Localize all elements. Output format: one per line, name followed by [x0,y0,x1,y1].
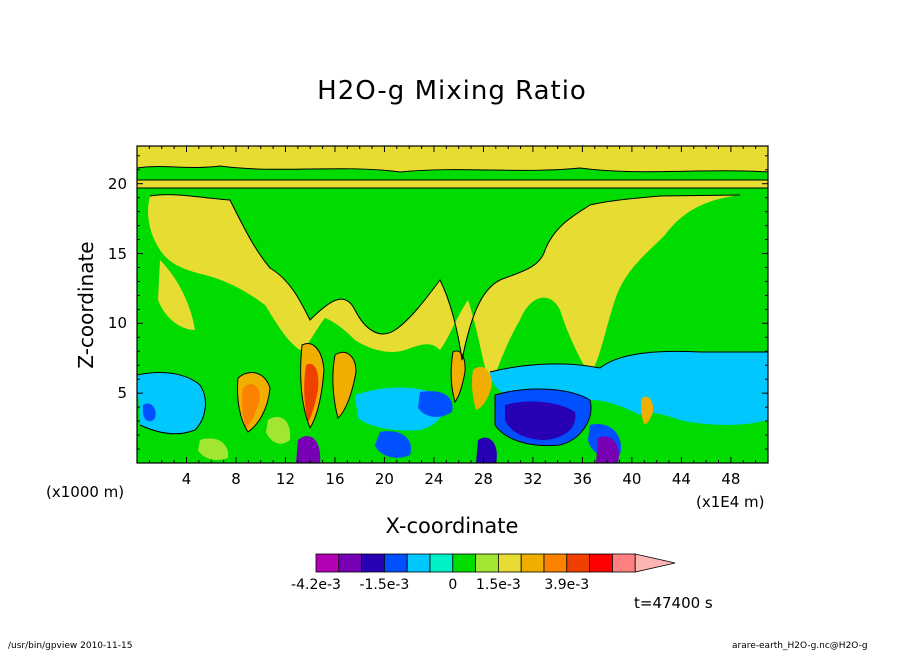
colorbar-extend-arrow [634,553,676,573]
contour-region-yellow-top [137,146,768,172]
x-unit-label: (x1000 m) [46,483,125,501]
y-tick-label: 5 [117,384,127,403]
colorbar-swatch [475,553,499,573]
colorbar-swatch [315,553,340,573]
colorbar-swatch [612,553,636,573]
colorbar-swatch [383,553,408,573]
x-axis-label: X-coordinate [385,514,519,538]
x-tick-label: 24 [424,470,444,488]
x-tick-label: 20 [374,470,394,488]
x-tick-marks [148,146,757,463]
contour-region-lime-a [198,438,229,461]
contour-field [137,146,768,463]
colorbar-swatch [566,553,590,573]
colorbar-tick-label: 1.5e-3 [475,577,521,593]
x-tick-label: 32 [523,470,543,488]
colorbar-tick-label: 0 [448,577,458,593]
colorbar-tick-label: -1.5e-3 [359,577,410,593]
contour-region-purple-b [596,436,619,463]
contour-region-blue-d [143,403,156,422]
y-tick-marks [137,155,768,450]
colorbar-swatch [429,553,454,573]
contour-region-blue-e [375,431,411,458]
colorbar-swatch [520,553,545,573]
contour-region-blue-c [505,401,576,440]
x-tick-label: 8 [231,470,241,488]
y-tick-label: 20 [107,174,127,193]
contour-lines [137,165,768,447]
footer-right: arare-earth_H2O-g.nc@H2O-g [732,641,868,651]
colorbar-swatch [338,553,362,573]
time-label: t=47400 s [634,594,713,612]
contour-region-lime-b [266,416,291,444]
colorbar-swatch [361,553,385,573]
contour-region-orange-d [451,350,466,402]
contour-region-purple-c [476,437,497,463]
x-tick-label: 12 [275,470,296,488]
contour-region-orange-c [332,352,356,418]
contour-region-red-a [242,384,260,428]
y-axis-label: Z-coordinate [74,241,98,369]
contour-region-red-b [304,363,319,422]
plot-frame [136,145,769,464]
colorbar-swatch [497,553,522,573]
contour-region-purple-a [296,436,321,463]
contour-region-cyan-right [490,351,768,425]
x-tick-label: 36 [572,470,592,488]
chart-title: H2O-g Mixing Ratio [317,76,587,106]
contour-region-yellow-band [137,180,768,188]
x-tick-label: 40 [622,470,642,488]
colorbar-swatch [589,553,613,573]
colorbar-swatch [452,553,476,573]
y-tick-label: 10 [107,314,127,333]
colorbar-tick-label: 3.9e-3 [544,577,590,593]
colorbar [315,553,676,573]
contour-region-orange-e [472,366,492,410]
contour-region-orange-f [640,396,654,425]
contour-region-yellow-left [158,260,195,330]
x-tick-label: 28 [473,470,493,488]
x-tick-label: 16 [325,470,345,488]
footer-left: /usr/bin/gpview 2010-11-15 [8,641,133,651]
y-tick-label: 15 [107,244,127,263]
y-unit-label: (x1E4 m) [696,493,765,511]
x-tick-label: 4 [181,470,192,488]
colorbar-swatch [406,553,431,573]
x-tick-label: 48 [721,470,741,488]
x-tick-label: 44 [671,470,691,488]
colorbar-tick-label: -4.2e-3 [291,577,341,593]
contour-region-blue-a [418,391,453,417]
colorbar-swatch [543,553,568,573]
